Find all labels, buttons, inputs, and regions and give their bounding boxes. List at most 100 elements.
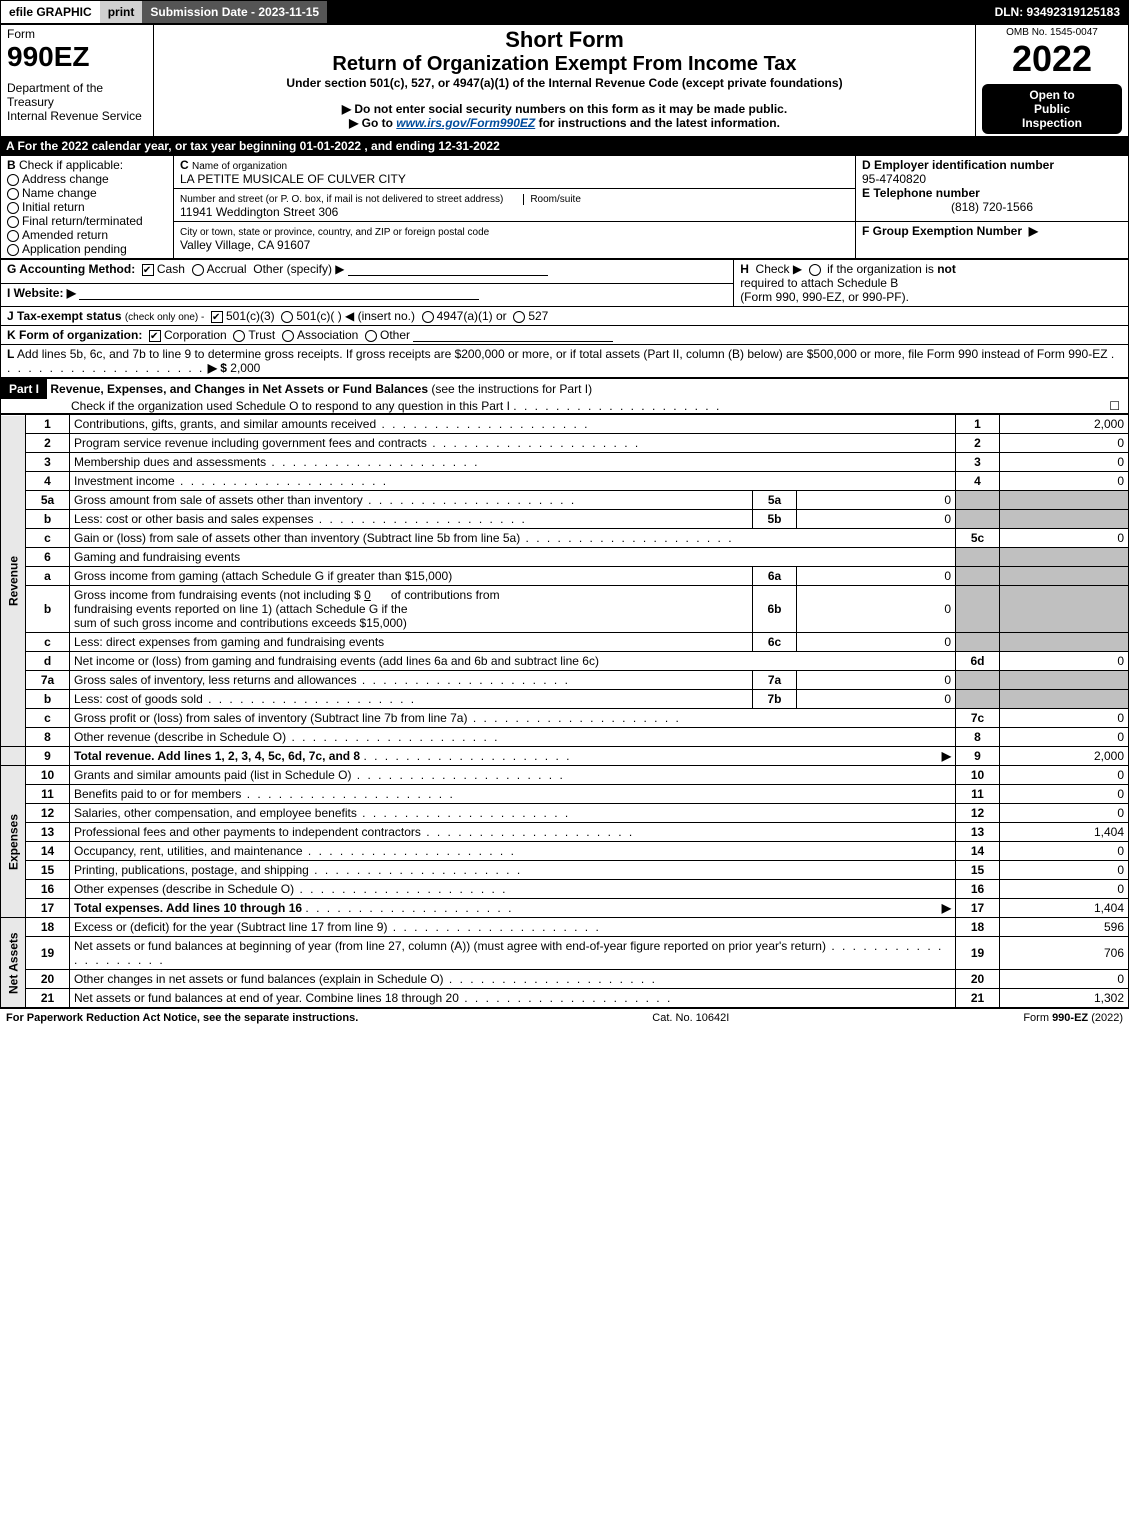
l5a-shade2 bbox=[1000, 491, 1129, 510]
l7c-dots bbox=[467, 711, 680, 725]
l20-dots bbox=[444, 972, 657, 986]
l8-dots bbox=[286, 730, 499, 744]
l2-dots bbox=[427, 436, 640, 450]
footer-left: For Paperwork Reduction Act Notice, see … bbox=[6, 1012, 358, 1024]
cb-application-pending[interactable] bbox=[7, 244, 19, 256]
cb-trust[interactable] bbox=[233, 330, 245, 342]
l5b-shade2 bbox=[1000, 510, 1129, 529]
l7a-sn: 7a bbox=[753, 671, 797, 690]
j-o4: 527 bbox=[528, 309, 548, 323]
h-text4: (Form 990, 990-EZ, or 990-PF). bbox=[740, 290, 909, 304]
cb-initial-return[interactable] bbox=[7, 202, 19, 214]
l6d-ln: 6d bbox=[956, 652, 1000, 671]
l6c-text: Less: direct expenses from gaming and fu… bbox=[70, 633, 753, 652]
cb-501c3[interactable] bbox=[211, 311, 223, 323]
l5a-shade1 bbox=[956, 491, 1000, 510]
part1-header-table: Part I Revenue, Expenses, and Changes in… bbox=[0, 378, 1129, 414]
l5a-sv: 0 bbox=[797, 491, 956, 510]
l15-ln: 15 bbox=[956, 861, 1000, 880]
l1-ln: 1 bbox=[956, 415, 1000, 434]
l11-num: 11 bbox=[26, 785, 70, 804]
l5a-text: Gross amount from sale of assets other t… bbox=[70, 491, 753, 510]
l6d-val: 0 bbox=[1000, 652, 1129, 671]
l6a-shade2 bbox=[1000, 567, 1129, 586]
l7b-sv: 0 bbox=[797, 690, 956, 709]
goto-prefix: ▶ Go to bbox=[349, 116, 396, 130]
e-label: E Telephone number bbox=[862, 186, 980, 200]
l1-dots bbox=[376, 417, 589, 431]
l14-t: Occupancy, rent, utilities, and maintena… bbox=[74, 844, 303, 858]
l16-val: 0 bbox=[1000, 880, 1129, 899]
l5b-dots bbox=[313, 512, 526, 526]
l6b-text: Gross income from fundraising events (no… bbox=[70, 586, 753, 633]
l16-ln: 16 bbox=[956, 880, 1000, 899]
section-c-name: C Name of organization LA PETITE MUSICAL… bbox=[174, 156, 856, 189]
l6-shade2 bbox=[1000, 548, 1129, 567]
title-short-form: Short Form bbox=[160, 27, 969, 53]
l9-val: 2,000 bbox=[1000, 747, 1129, 766]
section-a: A For the 2022 calendar year, or tax yea… bbox=[0, 137, 1129, 155]
cb-501c[interactable] bbox=[281, 311, 293, 323]
l12-val: 0 bbox=[1000, 804, 1129, 823]
l15-dots bbox=[309, 863, 522, 877]
l17-dots bbox=[305, 901, 513, 915]
l7a-text: Gross sales of inventory, less returns a… bbox=[70, 671, 753, 690]
l15-t: Printing, publications, postage, and shi… bbox=[74, 863, 309, 877]
l-text: Add lines 5b, 6c, and 7b to line 9 to de… bbox=[17, 347, 1108, 361]
l13-num: 13 bbox=[26, 823, 70, 842]
l6c-shade2 bbox=[1000, 633, 1129, 652]
phone-value: (818) 720-1566 bbox=[862, 200, 1122, 214]
l10-ln: 10 bbox=[956, 766, 1000, 785]
l6a-shade1 bbox=[956, 567, 1000, 586]
l7c-t: Gross profit or (loss) from sales of inv… bbox=[74, 711, 467, 725]
print-button[interactable]: print bbox=[100, 1, 143, 23]
cb-527[interactable] bbox=[513, 311, 525, 323]
l21-val: 1,302 bbox=[1000, 989, 1129, 1008]
cb-4947[interactable] bbox=[422, 311, 434, 323]
l5c-dots bbox=[520, 531, 733, 545]
irs-link[interactable]: www.irs.gov/Form990EZ bbox=[396, 116, 535, 130]
ghijkl-block: G Accounting Method: Cash Accrual Other … bbox=[0, 259, 1129, 378]
ssn-warning: ▶ Do not enter social security numbers o… bbox=[160, 102, 969, 116]
l8-ln: 8 bbox=[956, 728, 1000, 747]
form-header: Form 990EZ Department of the Treasury In… bbox=[0, 24, 1129, 137]
cb-address-change[interactable] bbox=[7, 174, 19, 186]
l3-dots bbox=[266, 455, 479, 469]
cb-amended-return[interactable] bbox=[7, 230, 19, 242]
k-o2: Trust bbox=[248, 328, 275, 342]
part1-see: (see the instructions for Part I) bbox=[431, 382, 592, 396]
l3-val: 0 bbox=[1000, 453, 1129, 472]
l7b-num: b bbox=[26, 690, 70, 709]
l12-text: Salaries, other compensation, and employ… bbox=[70, 804, 956, 823]
cb-name-change[interactable] bbox=[7, 188, 19, 200]
cb-corporation[interactable] bbox=[149, 330, 161, 342]
l6a-sv: 0 bbox=[797, 567, 956, 586]
cb-association[interactable] bbox=[282, 330, 294, 342]
cb-other-org[interactable] bbox=[365, 330, 377, 342]
g-label: G Accounting Method: bbox=[7, 262, 135, 276]
l20-ln: 20 bbox=[956, 970, 1000, 989]
j-label: J Tax-exempt status bbox=[7, 309, 122, 323]
c-label: C bbox=[180, 158, 189, 172]
cb-h[interactable] bbox=[809, 264, 821, 276]
header-instructions: ▶ Do not enter social security numbers o… bbox=[154, 100, 976, 136]
cb-cash[interactable] bbox=[142, 264, 154, 276]
l-value: 2,000 bbox=[230, 361, 260, 375]
footer-right-bold: 990-EZ bbox=[1052, 1012, 1088, 1024]
part1-checkbox[interactable]: ☐ bbox=[1109, 399, 1128, 413]
form-id-cell: Form 990EZ Department of the Treasury In… bbox=[1, 25, 154, 137]
l10-dots bbox=[351, 768, 564, 782]
l15-num: 15 bbox=[26, 861, 70, 880]
cb-accrual[interactable] bbox=[192, 264, 204, 276]
l16-text: Other expenses (describe in Schedule O) bbox=[70, 880, 956, 899]
l7b-shade1 bbox=[956, 690, 1000, 709]
cb-final-return[interactable] bbox=[7, 216, 19, 228]
f-label: F Group Exemption Number bbox=[862, 224, 1022, 238]
l5c-val: 0 bbox=[1000, 529, 1129, 548]
l5b-t: Less: cost or other basis and sales expe… bbox=[74, 512, 313, 526]
l4-dots bbox=[175, 474, 388, 488]
l6c-shade1 bbox=[956, 633, 1000, 652]
section-b: B Check if applicable: Address change Na… bbox=[1, 156, 174, 259]
city-value: Valley Village, CA 91607 bbox=[180, 238, 310, 252]
l9-text: Total revenue. Add lines 1, 2, 3, 4, 5c,… bbox=[70, 747, 956, 766]
